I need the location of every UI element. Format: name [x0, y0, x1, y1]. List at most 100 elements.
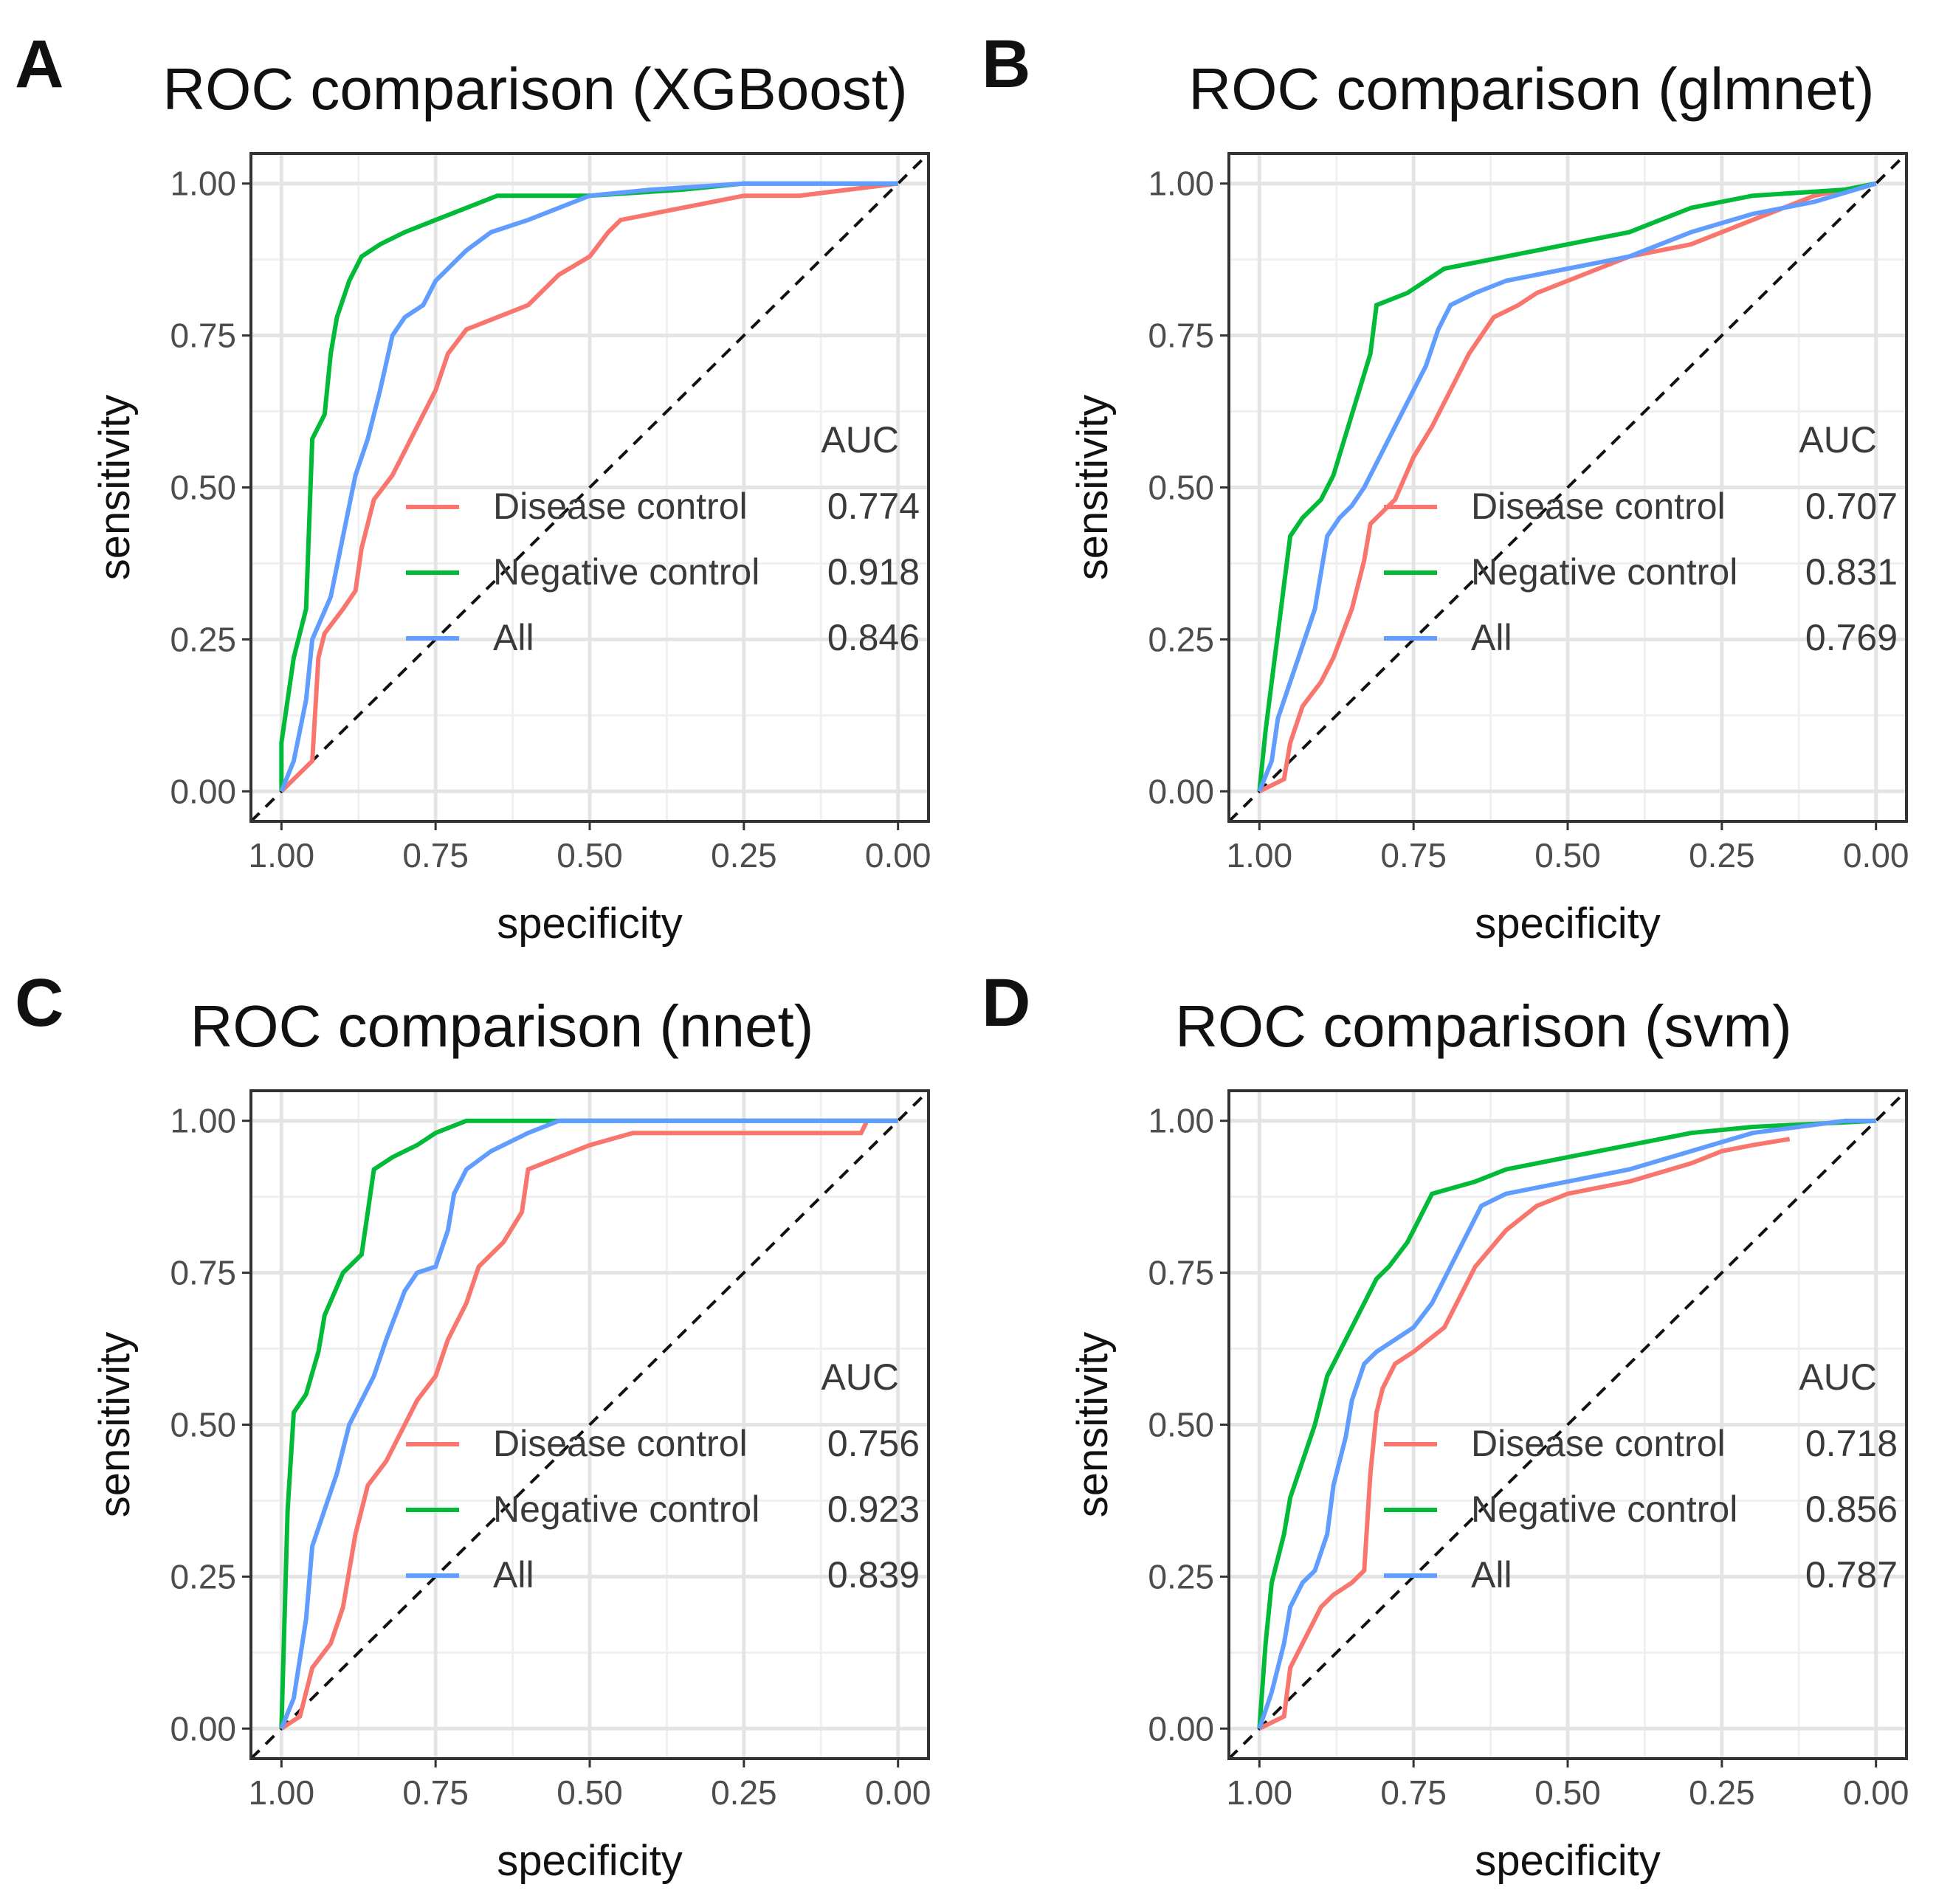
- y-tick-label: 0.00: [1148, 1709, 1214, 1748]
- legend-label-all: All: [1471, 1554, 1512, 1596]
- y-tick-label: 1.00: [1148, 1102, 1214, 1140]
- panel-letter-a: A: [15, 27, 63, 102]
- legend-auc-all: 0.787: [1805, 1554, 1898, 1596]
- x-tick-label: 1.00: [249, 1773, 315, 1812]
- y-tick-label: 0.75: [1148, 1254, 1214, 1292]
- legend-auc-all: 0.846: [827, 617, 920, 658]
- x-tick-label: 0.75: [402, 1773, 469, 1812]
- legend-auc-negative-control: 0.918: [827, 551, 920, 593]
- roc-curve-disease-control: [280, 1118, 898, 1731]
- legend-auc-all: 0.769: [1805, 617, 1898, 658]
- x-tick-label: 0.25: [1689, 1773, 1755, 1812]
- y-tick-label: 0.00: [170, 772, 236, 810]
- y-tick-label: 0.25: [170, 1557, 236, 1596]
- y-tick-label: 1.00: [170, 1102, 236, 1140]
- y-tick-label: 0.75: [1148, 317, 1214, 355]
- x-axis-label: specificity: [497, 1837, 682, 1885]
- x-tick-label: 0.75: [402, 836, 469, 875]
- x-tick-label: 0.00: [865, 836, 931, 875]
- plot-border-c: [249, 1089, 930, 1760]
- legend-auc-negative-control: 0.923: [827, 1489, 920, 1530]
- panel-letter-d: D: [982, 965, 1030, 1041]
- panel-title-a: ROC comparison (XGBoost): [162, 56, 907, 122]
- y-tick-label: 0.50: [170, 1406, 236, 1444]
- legend-auc-all: 0.839: [827, 1554, 920, 1596]
- x-tick-label: 0.50: [1534, 1773, 1601, 1812]
- plot-c: 1.00 0.75 0.50 0.25 0.00 0.00 0.25 0.50 0.75 1.00…: [91, 1089, 931, 1885]
- y-tick-label: 0.25: [1148, 1557, 1214, 1596]
- x-tick-label: 0.75: [1380, 836, 1447, 875]
- panel-letter-b: B: [982, 27, 1030, 102]
- x-tick-label: 0.50: [557, 836, 623, 875]
- legend-label-negative-control: Negative control: [493, 1489, 759, 1530]
- plot-border-d: [1227, 1089, 1908, 1760]
- x-tick-label: 0.00: [1843, 836, 1909, 875]
- legend-label-all: All: [493, 617, 534, 658]
- plot-d: 1.00 0.75 0.50 0.25 0.00 0.00 0.25 0.50 0.75 1.00…: [1069, 1089, 1909, 1885]
- y-tick-label: 1.00: [1148, 165, 1214, 203]
- plot-b: 1.00 0.75 0.50 0.25 0.00 0.00 0.25 0.50 0.75 1.00…: [1069, 152, 1909, 948]
- legend-auc-negative-control: 0.831: [1805, 551, 1898, 593]
- y-tick-label: 0.50: [1148, 1406, 1214, 1444]
- legend-auc-disease-control: 0.774: [827, 486, 920, 527]
- y-tick-label: 1.00: [170, 165, 236, 203]
- panel-title-d: ROC comparison (svm): [1175, 993, 1792, 1059]
- roc-curve-all: [1257, 181, 1877, 793]
- roc-curve-disease-control: [280, 181, 899, 793]
- x-axis-label: specificity: [1475, 900, 1660, 948]
- roc-curve-negative-control: [1257, 181, 1877, 792]
- panel-c: C ROC comparison (nnet) 1.00 0.75 0.50 0.25…: [15, 965, 931, 1885]
- plot-border-b: [1227, 152, 1908, 823]
- legend-header-auc: AUC: [821, 1356, 899, 1398]
- diagonal-reference-line: [249, 152, 930, 823]
- roc-curve-all: [279, 1118, 898, 1730]
- panel-d: D ROC comparison (svm) 1.00 0.75 0.50 0.25 0…: [982, 965, 1909, 1885]
- x-tick-label: 0.00: [1843, 1773, 1909, 1812]
- y-axis-label: sensitivity: [1069, 395, 1117, 580]
- legend-auc-disease-control: 0.756: [827, 1423, 920, 1464]
- legend-label-negative-control: Negative control: [1471, 1489, 1737, 1530]
- x-tick-label: 0.25: [711, 836, 777, 875]
- diagonal-reference-line: [1227, 152, 1908, 823]
- x-axis-label: specificity: [1475, 1837, 1660, 1885]
- legend-header-auc: AUC: [1799, 419, 1877, 461]
- legend-label-disease-control: Disease control: [493, 486, 748, 527]
- x-tick-label: 1.00: [1227, 836, 1293, 875]
- panel-title-c: ROC comparison (nnet): [190, 993, 814, 1059]
- x-tick-label: 0.25: [711, 1773, 777, 1812]
- legend-label-all: All: [493, 1554, 534, 1596]
- legend-label-disease-control: Disease control: [1471, 486, 1726, 527]
- plot-a: 1.00 0.75 0.50 0.25 0.00 0.00 0.25 0.50 0.75 1.00…: [91, 152, 931, 948]
- diagonal-reference-line: [249, 1089, 930, 1760]
- roc-curve-all: [279, 181, 898, 793]
- legend-auc-disease-control: 0.707: [1805, 486, 1898, 527]
- legend-label-disease-control: Disease control: [1471, 1423, 1726, 1464]
- x-axis-label: specificity: [497, 900, 682, 948]
- legend-label-disease-control: Disease control: [493, 1423, 748, 1464]
- y-tick-label: 0.25: [170, 620, 236, 658]
- legend-label-all: All: [1471, 617, 1512, 658]
- y-tick-label: 0.00: [170, 1709, 236, 1748]
- x-tick-label: 0.50: [1534, 836, 1601, 875]
- panel-b: B ROC comparison (glmnet) 1.00 0.75 0.50 0.…: [982, 27, 1909, 948]
- legend-label-negative-control: Negative control: [493, 551, 759, 593]
- y-tick-label: 0.25: [1148, 620, 1214, 658]
- x-tick-label: 0.75: [1380, 1773, 1447, 1812]
- roc-curve-all: [1257, 1118, 1876, 1730]
- legend-header-auc: AUC: [821, 419, 899, 461]
- y-axis-label: sensitivity: [91, 1332, 139, 1517]
- roc-curve-negative-control: [1257, 1118, 1876, 1729]
- x-tick-label: 0.00: [865, 1773, 931, 1812]
- x-tick-label: 0.50: [557, 1773, 623, 1812]
- y-tick-label: 0.00: [1148, 772, 1214, 810]
- y-axis-label: sensitivity: [91, 395, 139, 580]
- x-tick-label: 1.00: [1227, 1773, 1293, 1812]
- legend-auc-negative-control: 0.856: [1805, 1489, 1898, 1530]
- x-tick-label: 1.00: [249, 836, 315, 875]
- legend-auc-disease-control: 0.718: [1805, 1423, 1898, 1464]
- panel-title-b: ROC comparison (glmnet): [1188, 56, 1874, 122]
- panel-a: A ROC comparison (XGBoost) 1.00 0.75 0.50 0…: [15, 27, 931, 948]
- plot-border-a: [249, 152, 930, 823]
- y-tick-label: 0.50: [1148, 469, 1214, 507]
